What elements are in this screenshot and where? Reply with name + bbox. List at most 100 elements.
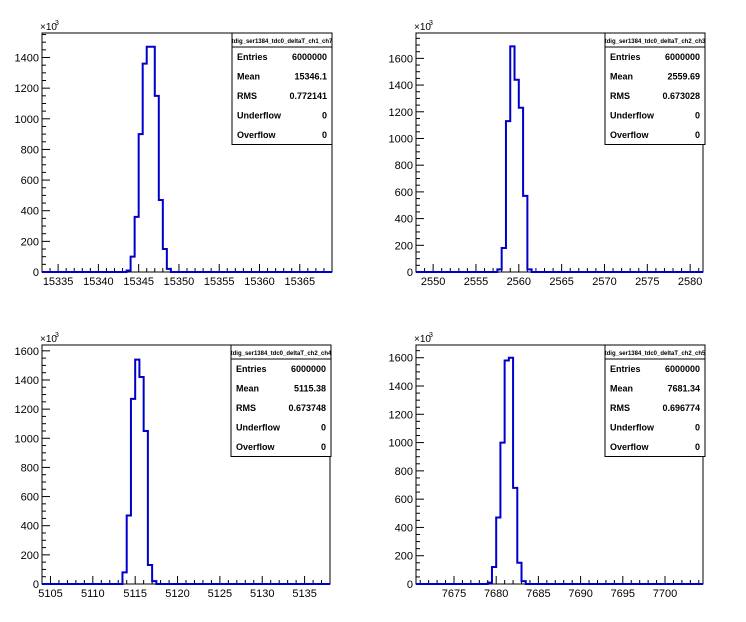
y-tick-label: 1000 xyxy=(389,438,413,450)
y-tick-label: 800 xyxy=(21,462,39,474)
y-tick-label: 200 xyxy=(21,550,39,562)
x-tick-label: 15360 xyxy=(244,276,275,288)
y-tick-label: 600 xyxy=(395,494,413,506)
histogram-series xyxy=(42,45,332,273)
stats-box-frame xyxy=(604,344,706,457)
stats-row-value: 0 xyxy=(695,442,700,452)
y-tick-label: 1000 xyxy=(389,133,413,145)
stats-row-label: RMS xyxy=(610,403,630,413)
y-tick-label: 1200 xyxy=(15,83,39,95)
y-tick-label: 0 xyxy=(407,267,413,279)
y-tick-label: 800 xyxy=(395,466,413,478)
y-tick-label: 0 xyxy=(33,579,39,591)
y-multiplier-label: ×10 xyxy=(40,334,57,345)
x-tick-label: 5125 xyxy=(208,588,232,600)
stats-row-label: RMS xyxy=(237,91,257,101)
y-tick-label: 200 xyxy=(395,551,413,563)
stats-box: tdig_ser1384_tdc0_deltaT_ch2_ch5 Entries 6… xyxy=(604,344,706,457)
stats-row-label: Mean xyxy=(237,72,260,82)
stats-row-value: 0 xyxy=(321,442,326,452)
stats-row-label: Entries xyxy=(237,52,268,62)
x-tick-label: 15335 xyxy=(43,276,74,288)
y-multiplier-label: ×10 xyxy=(414,334,431,345)
x-tick-label: 2570 xyxy=(592,276,616,288)
stats-row-label: Underflow xyxy=(610,423,655,433)
stats-row-value: 6000000 xyxy=(665,52,700,62)
stats-row-label: Mean xyxy=(610,72,633,82)
y-tick-label: 1600 xyxy=(15,346,39,358)
stats-title: tdig_ser1384_tdc0_deltaT_ch1_ch7 xyxy=(232,39,333,45)
stats-row-value: 0 xyxy=(695,111,700,121)
y-multiplier-label: ×10 xyxy=(40,22,57,33)
y-tick-label: 400 xyxy=(395,214,413,226)
x-tick-label: 15355 xyxy=(204,276,235,288)
y-tick-label: 200 xyxy=(21,236,39,248)
x-tick-label: 2565 xyxy=(549,276,573,288)
stats-row-label: Overflow xyxy=(237,130,277,140)
y-multiplier-exponent: 3 xyxy=(55,332,59,339)
y-tick-label: 200 xyxy=(395,240,413,252)
histogram-series xyxy=(416,45,703,273)
x-tick-label: 15340 xyxy=(83,276,114,288)
stats-row-value: 0 xyxy=(322,130,327,140)
histogram-series xyxy=(416,356,703,585)
stats-row-value: 6000000 xyxy=(665,364,700,374)
x-tick-label: 5110 xyxy=(81,588,105,600)
y-tick-label: 1400 xyxy=(389,80,413,92)
stats-box-frame xyxy=(604,32,706,145)
y-tick-label: 1600 xyxy=(389,53,413,65)
y-tick-label: 0 xyxy=(33,267,39,279)
y-tick-label: 600 xyxy=(395,187,413,199)
y-tick-label: 1200 xyxy=(15,404,39,416)
x-tick-label: 7685 xyxy=(526,588,550,600)
y-tick-label: 1400 xyxy=(389,381,413,393)
stats-box-frame xyxy=(230,344,332,457)
stats-row-value: 15346.1 xyxy=(294,72,327,82)
stats-row-value: 6000000 xyxy=(292,52,327,62)
stats-box: tdig_ser1384_tdc0_deltaT_ch1_ch7 Entries 6… xyxy=(231,32,333,145)
histogram-panel-1: 0 200 400 600 800 1000 1200 1400 15335 15340 15345… xyxy=(15,20,334,288)
x-tick-label: 5105 xyxy=(38,588,62,600)
x-tick-label: 2555 xyxy=(464,276,488,288)
x-tick-label: 5130 xyxy=(250,588,274,600)
stats-row-label: Entries xyxy=(610,364,641,374)
y-tick-label: 400 xyxy=(395,522,413,534)
x-tick-label: 7700 xyxy=(653,588,677,600)
stats-row-label: Overflow xyxy=(610,130,650,140)
y-tick-label: 1400 xyxy=(15,53,39,65)
y-tick-label: 600 xyxy=(21,492,39,504)
stats-row-label: Overflow xyxy=(236,442,276,452)
histogram-panel-4: 0 200 400 600 800 1000 1200 1400 1600 7675 7680 768… xyxy=(389,332,707,600)
stats-row-label: Overflow xyxy=(610,442,650,452)
histogram-panel-3: 0 200 400 600 800 1000 1200 1400 1600 5105 5110 511… xyxy=(15,332,333,600)
y-tick-label: 1200 xyxy=(389,107,413,119)
y-tick-label: 800 xyxy=(395,160,413,172)
y-tick-label: 400 xyxy=(21,521,39,533)
stats-row-value: 0 xyxy=(321,423,326,433)
x-tick-label: 2580 xyxy=(678,276,702,288)
y-tick-label: 0 xyxy=(407,579,413,591)
stats-row-label: Underflow xyxy=(236,423,281,433)
y-multiplier-label: ×10 xyxy=(414,22,431,33)
x-tick-label: 15350 xyxy=(164,276,195,288)
stats-row-value: 0.673028 xyxy=(662,91,700,101)
stats-row-value: 7681.34 xyxy=(667,384,700,394)
stats-row-label: Entries xyxy=(236,364,267,374)
x-tick-label: 15365 xyxy=(284,276,315,288)
x-tick-label: 7680 xyxy=(484,588,508,600)
y-tick-label: 1400 xyxy=(15,375,39,387)
histogram-panel-2: 0 200 400 600 800 1000 1200 1400 1600 2550 2555 256… xyxy=(389,20,707,288)
x-tick-label: 5120 xyxy=(165,588,189,600)
y-multiplier-exponent: 3 xyxy=(429,332,433,339)
x-tick-label: 7690 xyxy=(568,588,592,600)
stats-row-label: Underflow xyxy=(237,111,282,121)
y-tick-label: 1000 xyxy=(15,114,39,126)
y-multiplier-exponent: 3 xyxy=(55,20,59,27)
y-tick-label: 800 xyxy=(21,144,39,156)
stats-row-value: 5115.38 xyxy=(294,384,326,394)
stats-box-frame xyxy=(231,32,333,145)
stats-title: tdig_ser1384_tdc0_deltaT_ch2_ch3 xyxy=(605,39,706,45)
stats-row-label: Mean xyxy=(610,384,633,394)
stats-row-value: 6000000 xyxy=(291,364,326,374)
